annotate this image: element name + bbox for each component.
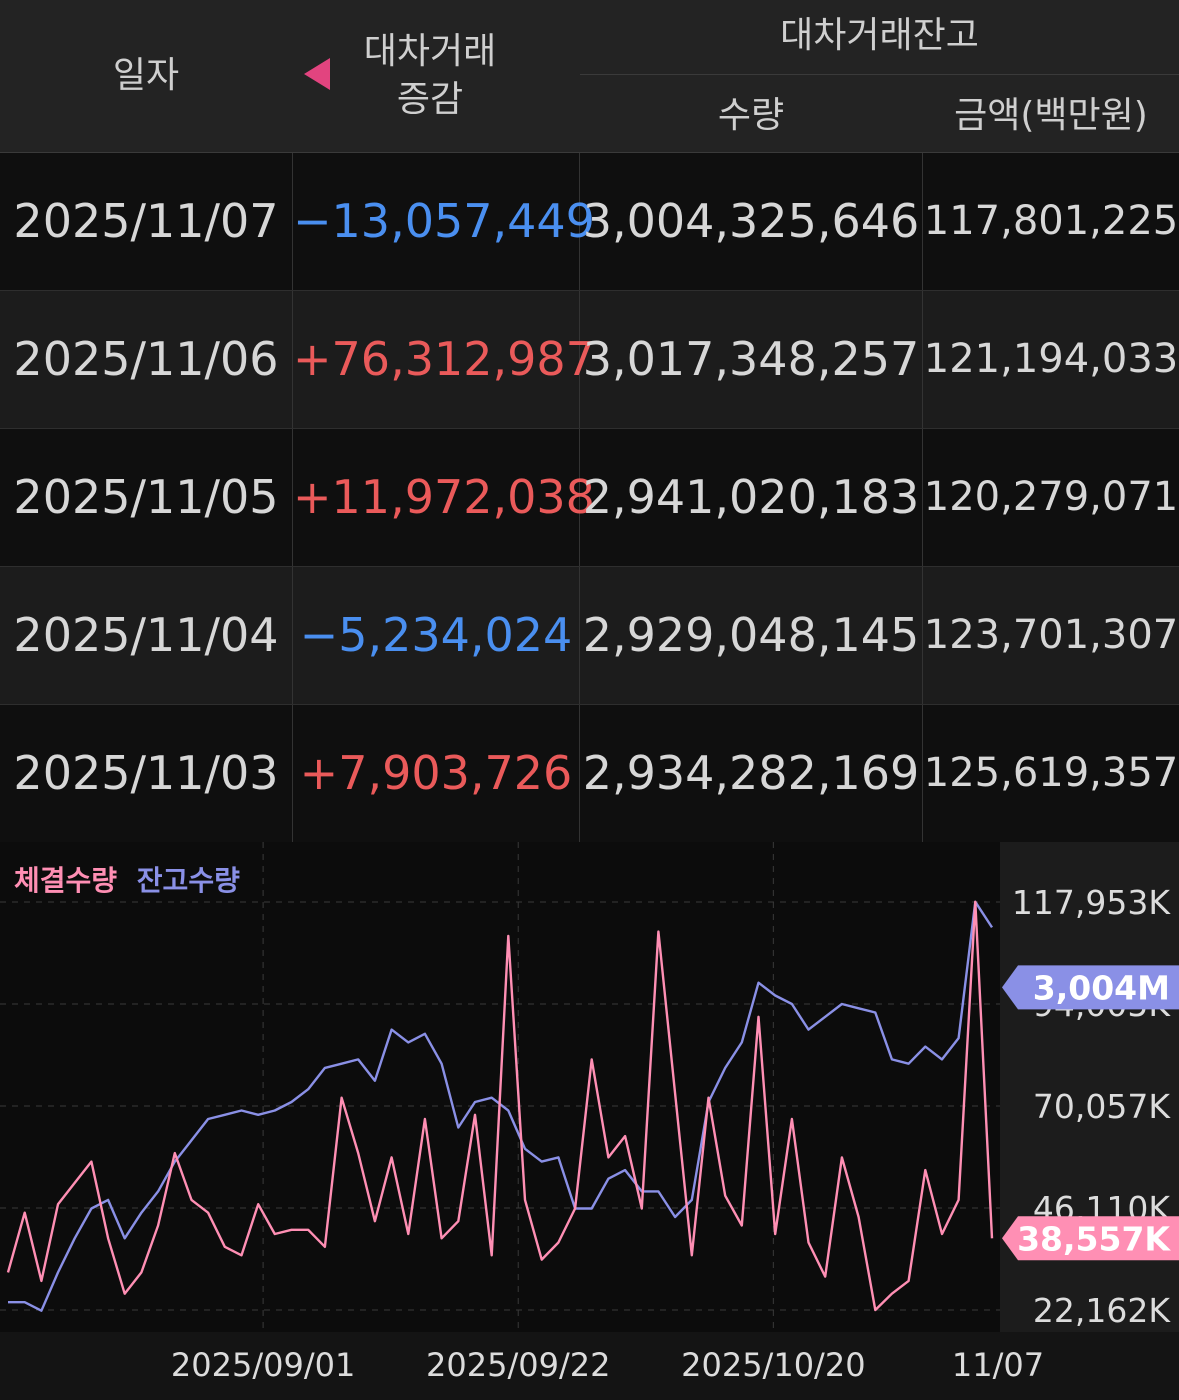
balance-group-header: 대차거래잔고 (780, 15, 979, 56)
row-date: 2025/11/04 (0, 567, 293, 704)
last-exec-badge-shape (1002, 1216, 1179, 1261)
chart-legend: 체결수량 잔고수량 (14, 864, 240, 897)
last-balance-badge: 3,004M (1002, 965, 1179, 1010)
row-change: +11,972,038 (293, 429, 595, 566)
table-row[interactable]: 2025/11/03 +7,903,726 2,934,282,169 125,… (0, 705, 1179, 843)
exec-qty-line (6, 900, 994, 1312)
row-amount: 123,701,307 (923, 612, 1179, 658)
row-amount: 121,194,033 (923, 336, 1179, 382)
y-tick-label: 22,162K (1033, 1291, 1171, 1330)
row-date: 2025/11/03 (0, 705, 293, 842)
legend-exec-qty[interactable]: 체결수량 (14, 864, 117, 897)
row-qty: 3,017,348,257 (580, 291, 923, 428)
x-tick-label: 2025/09/01 (171, 1346, 355, 1384)
last-exec-badge-text: 38,557K (1017, 1219, 1171, 1258)
data-table: 2025/11/07 −13,057,449 3,004,325,646 117… (0, 153, 1179, 843)
amount-column-header[interactable]: 금액(백만원) (954, 95, 1148, 136)
x-tick-label: 11/07 (952, 1346, 1044, 1384)
row-change: +76,312,987 (293, 291, 595, 428)
date-column-header[interactable]: 일자 (112, 55, 180, 96)
y-tick-label: 70,057K (1033, 1087, 1171, 1126)
x-tick-label: 2025/09/22 (426, 1346, 610, 1384)
row-date: 2025/11/06 (0, 291, 293, 428)
x-tick-label: 2025/10/20 (681, 1346, 865, 1384)
table-row[interactable]: 2025/11/07 −13,057,449 3,004,325,646 117… (0, 153, 1179, 291)
row-change: −5,234,024 (293, 567, 580, 704)
y-tick-label: 117,953K (1012, 883, 1171, 922)
row-date: 2025/11/05 (0, 429, 293, 566)
header-divider (580, 74, 1179, 75)
change-column-header-line2[interactable]: 증감 (396, 79, 464, 120)
row-amount: 125,619,357 (923, 750, 1179, 796)
row-qty: 2,941,020,183 (580, 429, 923, 566)
row-date: 2025/11/07 (0, 153, 293, 290)
row-amount: 117,801,225 (923, 198, 1179, 244)
row-qty: 3,004,325,646 (580, 153, 923, 290)
row-change: +7,903,726 (293, 705, 580, 842)
qty-column-header[interactable]: 수량 (717, 95, 785, 136)
row-change: −13,057,449 (293, 153, 595, 290)
table-row[interactable]: 2025/11/04 −5,234,024 2,929,048,145 123,… (0, 567, 1179, 705)
table-header: 일자 대차거래 증감 대차거래잔고 수량 금액(백만원) (0, 0, 1179, 153)
table-row[interactable]: 2025/11/06 +76,312,987 3,017,348,257 121… (0, 291, 1179, 429)
row-amount: 120,279,071 (923, 474, 1179, 520)
change-column-header-line1[interactable]: 대차거래 (363, 31, 497, 72)
table-row[interactable]: 2025/11/05 +11,972,038 2,941,020,183 120… (0, 429, 1179, 567)
last-balance-badge-text: 3,004M (1033, 968, 1170, 1007)
legend-balance-qty[interactable]: 잔고수량 (137, 864, 240, 897)
collapse-arrow-icon[interactable] (304, 58, 330, 90)
last-balance-badge-shape (1002, 965, 1179, 1010)
row-qty: 2,934,282,169 (580, 705, 923, 842)
row-qty: 2,929,048,145 (580, 567, 923, 704)
last-exec-badge: 38,557K (1002, 1216, 1179, 1261)
